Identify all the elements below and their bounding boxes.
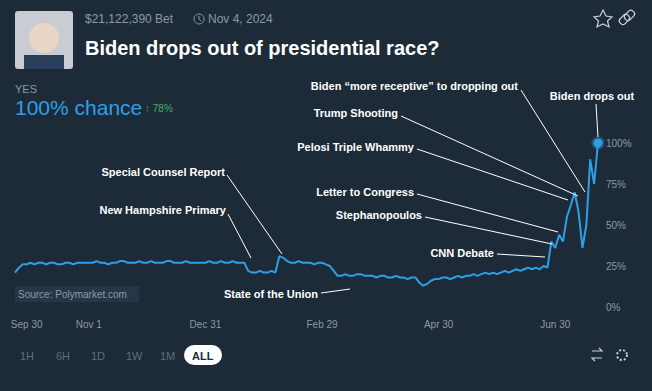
svg-text:$21,122,390 Bet: $21,122,390 Bet	[85, 12, 174, 26]
svg-text:ALL: ALL	[192, 350, 214, 362]
svg-text:Sep 30: Sep 30	[11, 319, 43, 330]
svg-text:State of the Union: State of the Union	[224, 288, 318, 300]
svg-text:Biden drops out of presidentia: Biden drops out of presidential race?	[85, 37, 440, 59]
svg-text:Biden “more receptive” to drop: Biden “more receptive” to dropping out	[311, 80, 519, 92]
svg-text:0%: 0%	[606, 302, 621, 313]
svg-text:Source: Polymarket.com: Source: Polymarket.com	[18, 289, 127, 300]
svg-text:Nov 4, 2024: Nov 4, 2024	[208, 12, 273, 26]
svg-text:6H: 6H	[56, 350, 70, 362]
svg-text:Jun 30: Jun 30	[540, 319, 570, 330]
svg-text:1W: 1W	[126, 350, 143, 362]
svg-text:New Hampshire Primary: New Hampshire Primary	[99, 204, 226, 216]
svg-text:25%: 25%	[606, 261, 626, 272]
svg-text:Biden drops out: Biden drops out	[550, 90, 635, 102]
svg-text:1H: 1H	[20, 350, 34, 362]
svg-text:Feb 29: Feb 29	[306, 319, 338, 330]
svg-text:100% chance: 100% chance	[15, 96, 142, 119]
svg-text:50%: 50%	[606, 220, 626, 231]
svg-text:CNN Debate: CNN Debate	[430, 247, 494, 259]
svg-text:Pelosi Triple Whammy: Pelosi Triple Whammy	[297, 141, 415, 153]
svg-text:1D: 1D	[91, 350, 105, 362]
svg-text:Nov 1: Nov 1	[76, 319, 103, 330]
svg-text:Letter to Congress: Letter to Congress	[316, 186, 414, 198]
svg-text:Special Counsel Report: Special Counsel Report	[102, 166, 226, 178]
svg-text:Stephanopoulos: Stephanopoulos	[336, 209, 422, 221]
svg-text:↑ 78%: ↑ 78%	[145, 103, 173, 114]
svg-text:1M: 1M	[160, 350, 175, 362]
svg-text:100%: 100%	[606, 138, 632, 149]
svg-text:Dec 31: Dec 31	[190, 319, 222, 330]
svg-text:Apr 30: Apr 30	[424, 319, 454, 330]
svg-text:75%: 75%	[606, 179, 626, 190]
svg-text:YES: YES	[15, 83, 37, 95]
svg-text:Trump Shooting: Trump Shooting	[314, 107, 398, 119]
